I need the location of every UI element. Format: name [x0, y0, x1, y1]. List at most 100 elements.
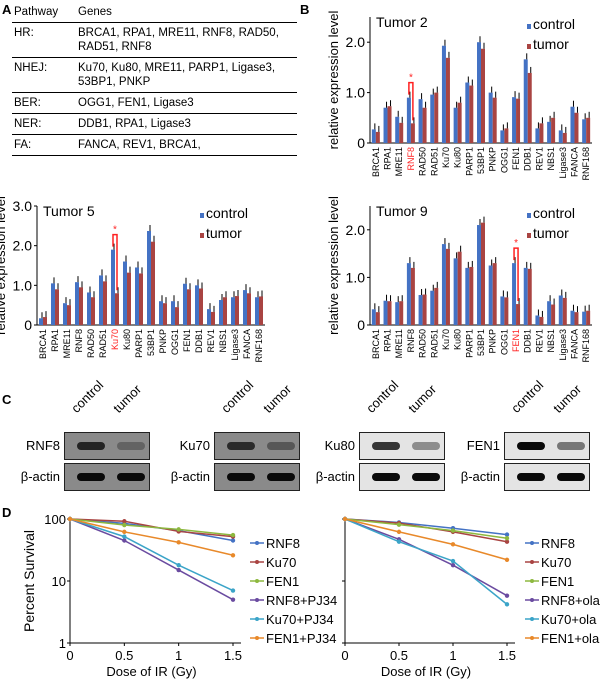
bar-tumor-NBS1	[551, 117, 556, 143]
legend-label: tumor	[206, 225, 242, 241]
bar-tumor-RNF168	[586, 310, 591, 325]
protein-label: Ku70	[179, 438, 210, 453]
data-point	[396, 539, 402, 544]
legend-label: RNF8	[266, 536, 300, 551]
header-pathway: Pathway	[14, 6, 59, 18]
bar-control-NBS1	[219, 300, 223, 325]
legend-label: control	[533, 16, 575, 32]
bar-control-PNKP	[159, 301, 163, 325]
category-label: Ku70	[441, 147, 451, 168]
x-tick-label: 1	[449, 648, 456, 663]
genes-cell: FANCA, REV1, BRCA1,	[78, 139, 201, 151]
data-point	[504, 539, 510, 544]
category-label: PNKP	[158, 329, 168, 354]
bar-control-DDB1	[523, 267, 528, 325]
bar-tumor-MRE11	[399, 122, 404, 143]
bar-tumor-OGG1	[175, 307, 179, 325]
category-label: DDB1	[523, 147, 533, 171]
legend-marker	[255, 579, 259, 583]
series-line-Ku70+PJ34	[69, 518, 234, 592]
category-label: MRE11	[394, 147, 404, 176]
bar-tumor-PNKP	[163, 303, 167, 325]
blot-strip	[214, 432, 300, 460]
bar-tumor-BRCA1	[375, 131, 380, 143]
bar-control-RAD50	[87, 292, 91, 325]
bar-control-RAD51	[430, 94, 435, 143]
category-label: FEN1	[182, 329, 192, 352]
data-point	[396, 522, 402, 527]
bar-tumor-DDB1	[527, 268, 532, 325]
western-blot-ku80: control tumor Ku80 β-actin	[295, 378, 445, 502]
category-label: REV1	[206, 329, 216, 353]
bar-control-DDB1	[523, 59, 528, 143]
legend-swatch	[200, 233, 204, 238]
category-label: Ligase3	[558, 329, 568, 361]
data-point	[122, 538, 127, 543]
bar-tumor-FANCA	[574, 312, 579, 325]
bar-tumor-NBS1	[551, 304, 556, 325]
data-point	[230, 538, 236, 543]
category-label: BRCA1	[38, 329, 48, 359]
pathway-cell: BER:	[14, 97, 41, 109]
legend-marker	[530, 598, 534, 602]
bar-tumor-FEN1	[516, 98, 521, 143]
table-row: NER: DDB1, RPA1, Ligase3	[12, 114, 297, 135]
category-label: RNF168	[581, 329, 591, 363]
bar-tumor-53BP1	[481, 222, 485, 325]
data-point	[450, 542, 456, 547]
bar-tumor-RPA1	[387, 301, 392, 325]
bar-control-RNF8	[406, 263, 411, 325]
data-point	[230, 553, 236, 558]
series-line-RNF8+PJ34	[69, 518, 234, 601]
significance-asterisk: *	[514, 238, 518, 249]
legend-marker	[255, 598, 259, 602]
bar-control-FANCA	[243, 290, 247, 325]
western-blot-fen1: control tumor FEN1 β-actin	[440, 378, 590, 502]
panel-label-c: C	[2, 392, 12, 407]
category-label: MRE11	[394, 329, 404, 358]
category-label: DDB1	[194, 329, 204, 353]
bar-control-MRE11	[395, 116, 400, 143]
category-label: RPA1	[50, 329, 60, 352]
legend-swatch	[527, 213, 531, 218]
bar-tumor-RAD51	[103, 281, 107, 325]
category-label: RNF8	[406, 147, 416, 171]
series-line-RNF8+ola	[344, 518, 508, 597]
bar-control-Ligase3	[558, 130, 563, 143]
category-label: RAD51	[429, 147, 439, 176]
series-line-FEN1	[69, 518, 234, 536]
series-line-FEN1	[344, 518, 508, 539]
y-tick-label: 1	[59, 636, 66, 651]
category-label: RAD51	[98, 329, 108, 358]
bar-control-RAD50	[418, 295, 423, 325]
category-label: RNF168	[254, 329, 264, 363]
bar-tumor-RNF8	[410, 123, 415, 143]
category-label: OGG1	[499, 329, 509, 355]
legend-marker	[530, 617, 534, 621]
data-point	[176, 540, 181, 545]
bar-control-REV1	[207, 309, 211, 325]
bar-control-RAD51	[99, 275, 103, 325]
y-tick-label: 2.0	[13, 238, 33, 254]
blot-strip	[504, 463, 590, 491]
bar-control-DDB1	[195, 285, 199, 325]
bar-control-PNKP	[488, 265, 493, 325]
bar-control-REV1	[535, 315, 540, 325]
bar-tumor-RAD50	[422, 294, 427, 325]
protein-band	[77, 442, 105, 450]
legend-marker	[530, 560, 534, 564]
protein-band	[77, 473, 105, 481]
series-line-FEN1+PJ34	[69, 518, 234, 557]
y-axis-label: relative expression level	[0, 196, 8, 335]
genes-cell: BRCA1, RPA1, MRE11, RNF8, RAD50, RAD51, …	[78, 27, 279, 53]
data-point	[450, 562, 456, 568]
category-label: RNF8	[74, 329, 84, 353]
category-label: Ku70	[110, 329, 120, 350]
y-tick-label: 2.0	[346, 34, 366, 50]
legend-swatch	[527, 24, 531, 29]
genes-cell: OGG1, FEN1, Ligase3	[78, 97, 194, 109]
bar-tumor-RPA1	[55, 289, 59, 325]
category-label: RNF8	[406, 329, 416, 353]
bar-control-RNF168	[255, 297, 259, 325]
category-label: OGG1	[170, 329, 180, 355]
